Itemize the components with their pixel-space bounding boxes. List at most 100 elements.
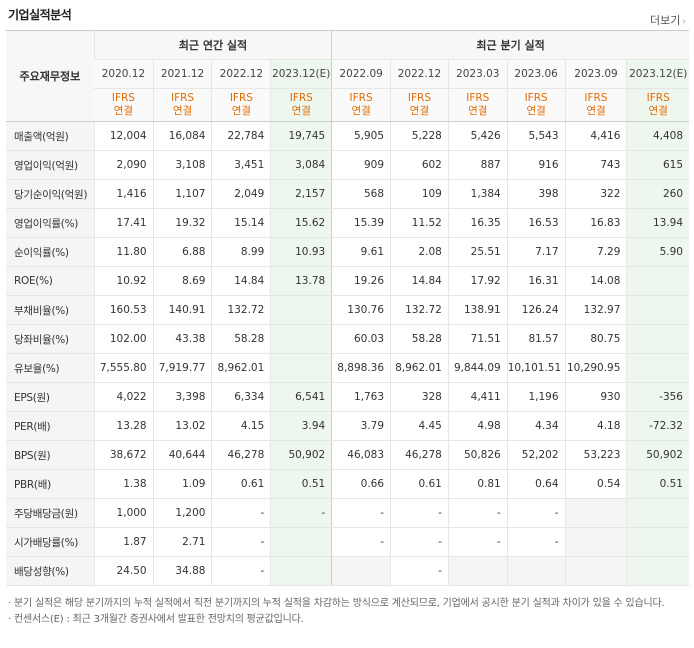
basis-standard: IFRS xyxy=(170,92,195,104)
footnote-consensus: 컨센서스(E) : 최근 3개월간 증권사에서 발표한 전망치의 평균값입니다. xyxy=(13,614,304,625)
table-cell xyxy=(564,556,627,586)
section-header: 기업실적분석 더보기 › xyxy=(6,6,688,28)
basis-header: IFRS 연결 xyxy=(626,88,689,122)
table-cell: 0.81 xyxy=(447,469,508,499)
table-row: BPS(원) 38,672 40,644 46,278 50,902 46,083 46,2… xyxy=(6,440,689,470)
table-cell: 0.64 xyxy=(506,469,566,499)
table-cell: 4.18 xyxy=(564,411,627,441)
row-label: 당좌비율(%) xyxy=(6,324,95,354)
table-cell: 916 xyxy=(506,150,566,180)
row-label: 당기순이익(억원) xyxy=(6,179,95,209)
basis-header: IFRS 연결 xyxy=(331,88,391,122)
basis-consolidation: 연결 xyxy=(291,105,311,117)
table-cell: 14.84 xyxy=(390,266,449,296)
basis-standard: IFRS xyxy=(289,92,313,104)
table-cell: 887 xyxy=(447,150,508,180)
table-cell: - xyxy=(390,527,449,557)
table-cell: 3,084 xyxy=(270,150,332,180)
table-cell: 58.28 xyxy=(211,324,271,354)
row-label: ROE(%) xyxy=(6,266,95,296)
table-cell xyxy=(331,556,391,586)
table-cell: 8,898.36 xyxy=(331,353,391,383)
table-row: 당기순이익(억원) 1,416 1,107 2,049 2,157 568 109 1,384… xyxy=(6,179,689,209)
table-cell: 930 xyxy=(564,382,627,412)
table-cell: 22,784 xyxy=(211,121,271,151)
table-cell: 160.53 xyxy=(93,295,154,325)
table-cell: - xyxy=(211,556,271,586)
table-cell xyxy=(626,266,689,296)
table-cell: 5,905 xyxy=(331,121,391,151)
table-cell: 46,278 xyxy=(211,440,271,470)
table-cell: 126.24 xyxy=(506,295,566,325)
table-row: 영업이익(억원) 2,090 3,108 3,451 3,084 909 602 887 916… xyxy=(6,150,689,180)
table-cell: 8.69 xyxy=(152,266,212,296)
basis-standard: IFRS xyxy=(524,92,548,104)
table-row: 유보율(%) 7,555.80 7,919.77 8,962.01 8,898.36 8,… xyxy=(6,353,689,383)
table-cell: 43.38 xyxy=(152,324,212,354)
table-cell: 1.09 xyxy=(152,469,212,499)
table-cell: 60.03 xyxy=(331,324,391,354)
table-cell: 0.61 xyxy=(211,469,271,499)
basis-header: IFRS 연결 xyxy=(506,88,566,122)
table-cell: 140.91 xyxy=(152,295,212,325)
table-cell: 398 xyxy=(506,179,566,209)
table-cell: 260 xyxy=(626,179,689,209)
table-cell: 58.28 xyxy=(390,324,449,354)
row-label: 시가배당률(%) xyxy=(6,527,95,557)
basis-consolidation: 연결 xyxy=(172,105,193,117)
table-cell xyxy=(626,527,689,557)
more-label: 더보기 xyxy=(650,14,681,27)
table-cell: 6,541 xyxy=(270,382,332,412)
table-cell: - xyxy=(211,527,271,557)
table-cell: 743 xyxy=(564,150,627,180)
table-cell: 8,962.01 xyxy=(211,353,271,383)
row-label: BPS(원) xyxy=(6,440,95,470)
table-cell: 81.57 xyxy=(506,324,566,354)
table-row: ROE(%) 10.92 8.69 14.84 13.78 19.26 14.84 17.92… xyxy=(6,266,689,296)
table-cell xyxy=(626,324,689,354)
footnotes: · 분기 실적은 해당 분기까지의 누적 실적에서 직전 분기까지의 누적 실적… xyxy=(8,596,688,628)
table-row: 부채비율(%) 160.53 140.91 132.72 130.76 132.72 138… xyxy=(6,295,689,325)
table-cell: 14.08 xyxy=(564,266,627,296)
basis-standard: IFRS xyxy=(349,92,373,104)
period-header: 2023.12(E) xyxy=(626,59,689,89)
table-cell: 2,049 xyxy=(211,179,271,209)
table-cell: 2.71 xyxy=(152,527,212,557)
table-cell: 6.88 xyxy=(152,237,212,267)
table-cell: 1,196 xyxy=(506,382,566,412)
chevron-right-icon: › xyxy=(682,17,686,27)
table-cell: 10,101.51 xyxy=(506,353,566,383)
table-cell xyxy=(447,556,508,586)
table-cell xyxy=(270,527,332,557)
period-header: 2023.06 xyxy=(506,59,566,89)
table-cell: 24.50 xyxy=(93,556,154,586)
table-cell: 15.62 xyxy=(270,208,332,238)
basis-header: IFRS 연결 xyxy=(447,88,508,122)
period-header: 2022.12 xyxy=(390,59,449,89)
annual-group-header: 최근 연간 실적 xyxy=(93,30,332,60)
table-row: 순이익률(%) 11.80 6.88 8.99 10.93 9.61 2.08 25.51 7.… xyxy=(6,237,689,267)
table-cell: 34.88 xyxy=(152,556,212,586)
table-cell: 102.00 xyxy=(93,324,154,354)
table-cell: 5.90 xyxy=(626,237,689,267)
table-cell: - xyxy=(390,556,449,586)
table-cell: 71.51 xyxy=(447,324,508,354)
basis-standard: IFRS xyxy=(229,92,253,104)
table-cell: 50,902 xyxy=(626,440,689,470)
table-cell: 6,334 xyxy=(211,382,271,412)
table-cell: 53,223 xyxy=(564,440,627,470)
row-label: EPS(원) xyxy=(6,382,95,412)
table-cell: 909 xyxy=(331,150,391,180)
table-cell: 12,004 xyxy=(93,121,154,151)
table-row: 당좌비율(%) 102.00 43.38 58.28 60.03 58.28 71.51 81… xyxy=(6,324,689,354)
row-label: 순이익률(%) xyxy=(6,237,95,267)
table-cell: 50,826 xyxy=(447,440,508,470)
more-link[interactable]: 더보기 › xyxy=(650,12,686,28)
table-cell: - xyxy=(211,498,271,528)
table-cell: 7,555.80 xyxy=(93,353,154,383)
table-cell xyxy=(270,556,332,586)
table-cell: 2,090 xyxy=(93,150,154,180)
period-header: 2023.03 xyxy=(447,59,508,89)
basis-header: IFRS 연결 xyxy=(152,88,212,122)
table-cell: 0.51 xyxy=(270,469,332,499)
